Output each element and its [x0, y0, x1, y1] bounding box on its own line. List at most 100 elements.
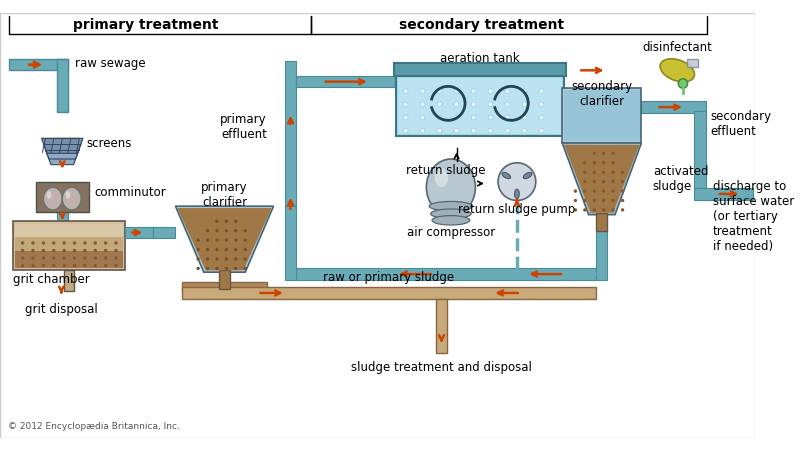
- Circle shape: [83, 256, 86, 260]
- Circle shape: [104, 249, 107, 252]
- Text: primary treatment: primary treatment: [74, 18, 219, 32]
- Circle shape: [94, 249, 97, 252]
- Circle shape: [104, 264, 107, 267]
- Ellipse shape: [432, 216, 470, 225]
- Circle shape: [593, 189, 596, 193]
- Text: secondary
effluent: secondary effluent: [710, 110, 771, 138]
- Circle shape: [42, 241, 45, 244]
- Ellipse shape: [514, 189, 519, 198]
- Ellipse shape: [502, 172, 510, 179]
- Circle shape: [602, 152, 606, 155]
- Polygon shape: [178, 208, 272, 270]
- Circle shape: [611, 180, 615, 184]
- Text: © 2012 Encyclopædia Britannica, Inc.: © 2012 Encyclopædia Britannica, Inc.: [7, 422, 179, 431]
- Circle shape: [505, 129, 510, 133]
- Bar: [182, 287, 596, 299]
- Ellipse shape: [43, 187, 62, 210]
- Circle shape: [225, 267, 228, 270]
- Circle shape: [403, 129, 408, 133]
- Circle shape: [73, 264, 76, 267]
- Ellipse shape: [430, 209, 471, 218]
- Circle shape: [243, 229, 247, 232]
- Ellipse shape: [523, 172, 532, 179]
- Circle shape: [574, 189, 577, 193]
- Bar: [564, 90, 639, 141]
- Bar: [14, 221, 125, 270]
- Circle shape: [574, 199, 577, 202]
- Circle shape: [471, 89, 476, 93]
- Bar: [296, 268, 596, 280]
- Circle shape: [583, 170, 586, 174]
- Bar: [182, 281, 267, 291]
- Circle shape: [234, 239, 238, 242]
- Circle shape: [602, 189, 606, 193]
- Circle shape: [62, 249, 66, 252]
- Circle shape: [215, 229, 218, 232]
- Circle shape: [593, 199, 596, 202]
- Circle shape: [420, 115, 425, 120]
- Circle shape: [234, 220, 238, 223]
- Circle shape: [438, 115, 442, 120]
- Bar: [394, 63, 566, 76]
- Circle shape: [403, 89, 408, 93]
- Circle shape: [114, 256, 118, 260]
- Circle shape: [94, 241, 97, 244]
- Circle shape: [621, 189, 624, 193]
- Circle shape: [42, 264, 45, 267]
- Circle shape: [611, 199, 615, 202]
- Circle shape: [215, 239, 218, 242]
- Circle shape: [31, 249, 34, 252]
- Circle shape: [234, 257, 238, 261]
- Bar: [562, 88, 642, 143]
- Bar: [596, 231, 607, 280]
- Circle shape: [215, 267, 218, 270]
- Circle shape: [206, 239, 210, 242]
- Circle shape: [196, 239, 200, 242]
- Circle shape: [83, 241, 86, 244]
- Circle shape: [94, 256, 97, 260]
- Text: return sludge pump: return sludge pump: [458, 203, 575, 216]
- Bar: [36, 182, 89, 212]
- Ellipse shape: [660, 59, 694, 82]
- Circle shape: [438, 102, 442, 106]
- Circle shape: [52, 249, 55, 252]
- Bar: [596, 213, 607, 231]
- Ellipse shape: [62, 187, 81, 210]
- Circle shape: [62, 264, 66, 267]
- Circle shape: [62, 256, 66, 260]
- Circle shape: [488, 115, 493, 120]
- Circle shape: [621, 208, 624, 212]
- Text: grit disposal: grit disposal: [25, 304, 98, 316]
- Circle shape: [73, 256, 76, 260]
- Bar: [57, 59, 68, 112]
- Text: secondary treatment: secondary treatment: [398, 18, 564, 32]
- Bar: [686, 59, 698, 67]
- Circle shape: [243, 267, 247, 270]
- Circle shape: [583, 180, 586, 184]
- Circle shape: [42, 256, 45, 260]
- Bar: [285, 206, 296, 280]
- Circle shape: [602, 208, 606, 212]
- Text: raw sewage: raw sewage: [75, 57, 146, 70]
- Circle shape: [621, 170, 624, 174]
- Circle shape: [583, 189, 586, 193]
- Circle shape: [505, 89, 510, 93]
- Circle shape: [611, 152, 615, 155]
- Circle shape: [403, 115, 408, 120]
- Bar: [642, 101, 706, 113]
- Text: aeration tank: aeration tank: [440, 51, 520, 64]
- Circle shape: [539, 129, 544, 133]
- Circle shape: [21, 249, 24, 252]
- Circle shape: [52, 241, 55, 244]
- Text: grit chamber: grit chamber: [14, 273, 90, 286]
- Polygon shape: [175, 206, 274, 272]
- Ellipse shape: [46, 191, 51, 198]
- Circle shape: [21, 256, 24, 260]
- Circle shape: [438, 129, 442, 133]
- Circle shape: [114, 241, 118, 244]
- Circle shape: [583, 208, 586, 212]
- Circle shape: [114, 249, 118, 252]
- Circle shape: [196, 257, 200, 261]
- Circle shape: [420, 129, 425, 133]
- Circle shape: [498, 163, 536, 201]
